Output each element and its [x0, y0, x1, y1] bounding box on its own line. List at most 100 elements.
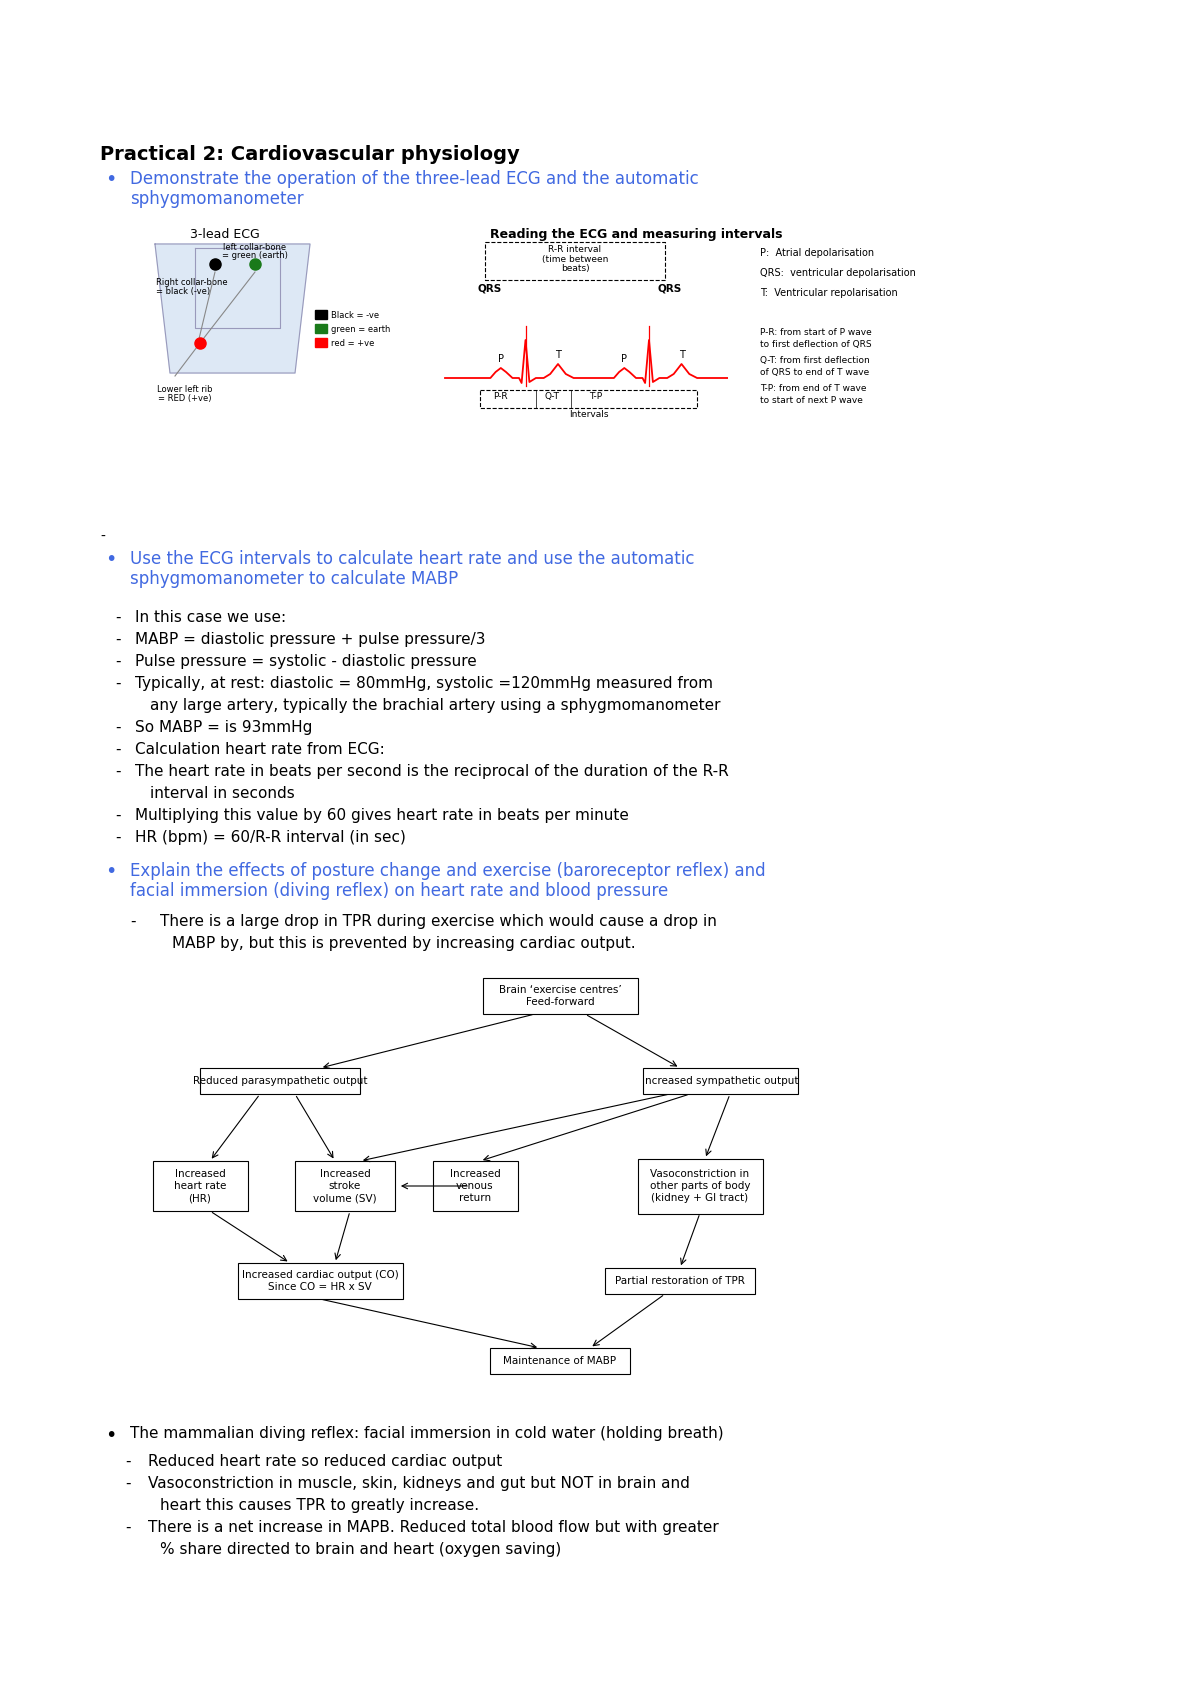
Text: % share directed to brain and heart (oxygen saving): % share directed to brain and heart (oxy… — [160, 1542, 562, 1557]
Bar — [152, 1161, 247, 1211]
Text: sphygmomanometer: sphygmomanometer — [130, 190, 304, 207]
Text: -: - — [115, 830, 120, 846]
Text: beats): beats) — [560, 263, 589, 273]
Text: red = +ve: red = +ve — [331, 340, 374, 348]
Text: Increased
venous
return: Increased venous return — [450, 1168, 500, 1204]
Text: T: T — [678, 350, 684, 360]
Text: QRS:  ventricular depolarisation: QRS: ventricular depolarisation — [760, 268, 916, 278]
Text: Maintenance of MABP: Maintenance of MABP — [504, 1357, 617, 1365]
Text: Multiplying this value by 60 gives heart rate in beats per minute: Multiplying this value by 60 gives heart… — [134, 808, 629, 824]
Text: Increased cardiac output (CO)
Since CO = HR x SV: Increased cardiac output (CO) Since CO =… — [241, 1270, 398, 1292]
Text: -: - — [125, 1520, 131, 1535]
Text: QRS: QRS — [658, 284, 682, 294]
Text: -: - — [115, 632, 120, 647]
Text: P: P — [498, 353, 504, 363]
Text: Calculation heart rate from ECG:: Calculation heart rate from ECG: — [134, 742, 385, 757]
Bar — [490, 1348, 630, 1374]
Bar — [485, 243, 665, 280]
Text: = green (earth): = green (earth) — [222, 251, 288, 260]
Text: MABP = diastolic pressure + pulse pressure/3: MABP = diastolic pressure + pulse pressu… — [134, 632, 486, 647]
Text: Lower left rib: Lower left rib — [157, 385, 212, 394]
Text: T:  Ventricular repolarisation: T: Ventricular repolarisation — [760, 289, 898, 299]
Text: Pulse pressure = systolic - diastolic pressure: Pulse pressure = systolic - diastolic pr… — [134, 654, 476, 669]
Text: •: • — [106, 550, 116, 569]
Text: Q-T: Q-T — [545, 392, 559, 401]
Text: -: - — [100, 530, 104, 543]
Text: sphygmomanometer to calculate MABP: sphygmomanometer to calculate MABP — [130, 571, 458, 588]
Polygon shape — [155, 245, 310, 374]
Bar — [637, 1158, 762, 1214]
Text: Right collar-bone: Right collar-bone — [156, 278, 228, 287]
Text: QRS: QRS — [478, 284, 502, 294]
Text: T-P: T-P — [589, 392, 602, 401]
Text: Increased sympathetic output: Increased sympathetic output — [642, 1077, 798, 1087]
Text: -: - — [115, 610, 120, 625]
Text: Brain ‘exercise centres’
Feed-forward: Brain ‘exercise centres’ Feed-forward — [499, 985, 622, 1007]
Text: Reduced parasympathetic output: Reduced parasympathetic output — [193, 1077, 367, 1087]
Text: Increased
stroke
volume (SV): Increased stroke volume (SV) — [313, 1168, 377, 1204]
Text: -: - — [125, 1453, 131, 1469]
Text: left collar-bone: left collar-bone — [223, 243, 287, 251]
Text: •: • — [106, 863, 116, 881]
Text: •: • — [106, 170, 116, 188]
Text: Reduced heart rate so reduced cardiac output: Reduced heart rate so reduced cardiac ou… — [148, 1453, 503, 1469]
Text: (time between: (time between — [542, 255, 608, 263]
Text: -: - — [130, 914, 136, 929]
Text: The heart rate in beats per second is the reciprocal of the duration of the R-R: The heart rate in beats per second is th… — [134, 764, 728, 779]
Text: facial immersion (diving reflex) on heart rate and blood pressure: facial immersion (diving reflex) on hear… — [130, 881, 668, 900]
Bar — [314, 311, 326, 319]
Bar — [200, 1068, 360, 1094]
Text: R-R interval: R-R interval — [548, 245, 601, 255]
Text: P-R: from start of P wave: P-R: from start of P wave — [760, 328, 871, 336]
Text: Intervals: Intervals — [569, 409, 608, 419]
Text: Q-T: from first deflection: Q-T: from first deflection — [760, 357, 870, 365]
Bar — [432, 1161, 517, 1211]
Text: -: - — [115, 676, 120, 691]
Text: -: - — [115, 808, 120, 824]
Text: Increased
heart rate
(HR): Increased heart rate (HR) — [174, 1168, 226, 1204]
Text: MABP by, but this is prevented by increasing cardiac output.: MABP by, but this is prevented by increa… — [172, 936, 636, 951]
Bar — [238, 1263, 402, 1299]
Text: The mammalian diving reflex: facial immersion in cold water (holding breath): The mammalian diving reflex: facial imme… — [130, 1426, 724, 1442]
Text: Typically, at rest: diastolic = 80mmHg, systolic =120mmHg measured from: Typically, at rest: diastolic = 80mmHg, … — [134, 676, 713, 691]
Text: to start of next P wave: to start of next P wave — [760, 396, 863, 406]
Text: green = earth: green = earth — [331, 324, 390, 335]
Text: In this case we use:: In this case we use: — [134, 610, 286, 625]
Bar — [482, 978, 637, 1014]
Text: So MABP = is 93mmHg: So MABP = is 93mmHg — [134, 720, 312, 735]
Text: interval in seconds: interval in seconds — [150, 786, 295, 801]
Text: -: - — [115, 742, 120, 757]
Text: -: - — [115, 764, 120, 779]
Bar — [642, 1068, 798, 1094]
Bar — [480, 391, 697, 408]
Text: = RED (+ve): = RED (+ve) — [158, 394, 211, 402]
Text: There is a large drop in TPR during exercise which would cause a drop in: There is a large drop in TPR during exer… — [160, 914, 716, 929]
Text: T-P: from end of T wave: T-P: from end of T wave — [760, 384, 866, 392]
Bar — [605, 1268, 755, 1294]
Text: -: - — [125, 1476, 131, 1491]
Text: 3-lead ECG: 3-lead ECG — [190, 228, 260, 241]
Text: Demonstrate the operation of the three-lead ECG and the automatic: Demonstrate the operation of the three-l… — [130, 170, 698, 188]
Text: T: T — [556, 350, 560, 360]
Text: heart this causes TPR to greatly increase.: heart this causes TPR to greatly increas… — [160, 1498, 479, 1513]
Text: Partial restoration of TPR: Partial restoration of TPR — [616, 1275, 745, 1285]
Text: -: - — [115, 720, 120, 735]
Text: any large artery, typically the brachial artery using a sphygmomanometer: any large artery, typically the brachial… — [150, 698, 720, 713]
Text: HR (bpm) = 60/R-R interval (in sec): HR (bpm) = 60/R-R interval (in sec) — [134, 830, 406, 846]
Text: There is a net increase in MAPB. Reduced total blood flow but with greater: There is a net increase in MAPB. Reduced… — [148, 1520, 719, 1535]
Text: Vasoconstriction in muscle, skin, kidneys and gut but NOT in brain and: Vasoconstriction in muscle, skin, kidney… — [148, 1476, 690, 1491]
Text: of QRS to end of T wave: of QRS to end of T wave — [760, 368, 869, 377]
Bar — [314, 324, 326, 333]
Bar — [295, 1161, 395, 1211]
Text: Vasoconstriction in
other parts of body
(kidney + GI tract): Vasoconstriction in other parts of body … — [649, 1168, 750, 1204]
Text: Reading the ECG and measuring intervals: Reading the ECG and measuring intervals — [490, 228, 782, 241]
Bar — [314, 338, 326, 346]
Text: •: • — [106, 1426, 116, 1445]
Text: Use the ECG intervals to calculate heart rate and use the automatic: Use the ECG intervals to calculate heart… — [130, 550, 695, 569]
Text: = black (-ve): = black (-ve) — [156, 287, 210, 295]
Text: Practical 2: Cardiovascular physiology: Practical 2: Cardiovascular physiology — [100, 144, 520, 165]
Text: Explain the effects of posture change and exercise (baroreceptor reflex) and: Explain the effects of posture change an… — [130, 863, 766, 880]
Text: P: P — [622, 353, 628, 363]
Text: P:  Atrial depolarisation: P: Atrial depolarisation — [760, 248, 874, 258]
Text: to first deflection of QRS: to first deflection of QRS — [760, 340, 871, 350]
